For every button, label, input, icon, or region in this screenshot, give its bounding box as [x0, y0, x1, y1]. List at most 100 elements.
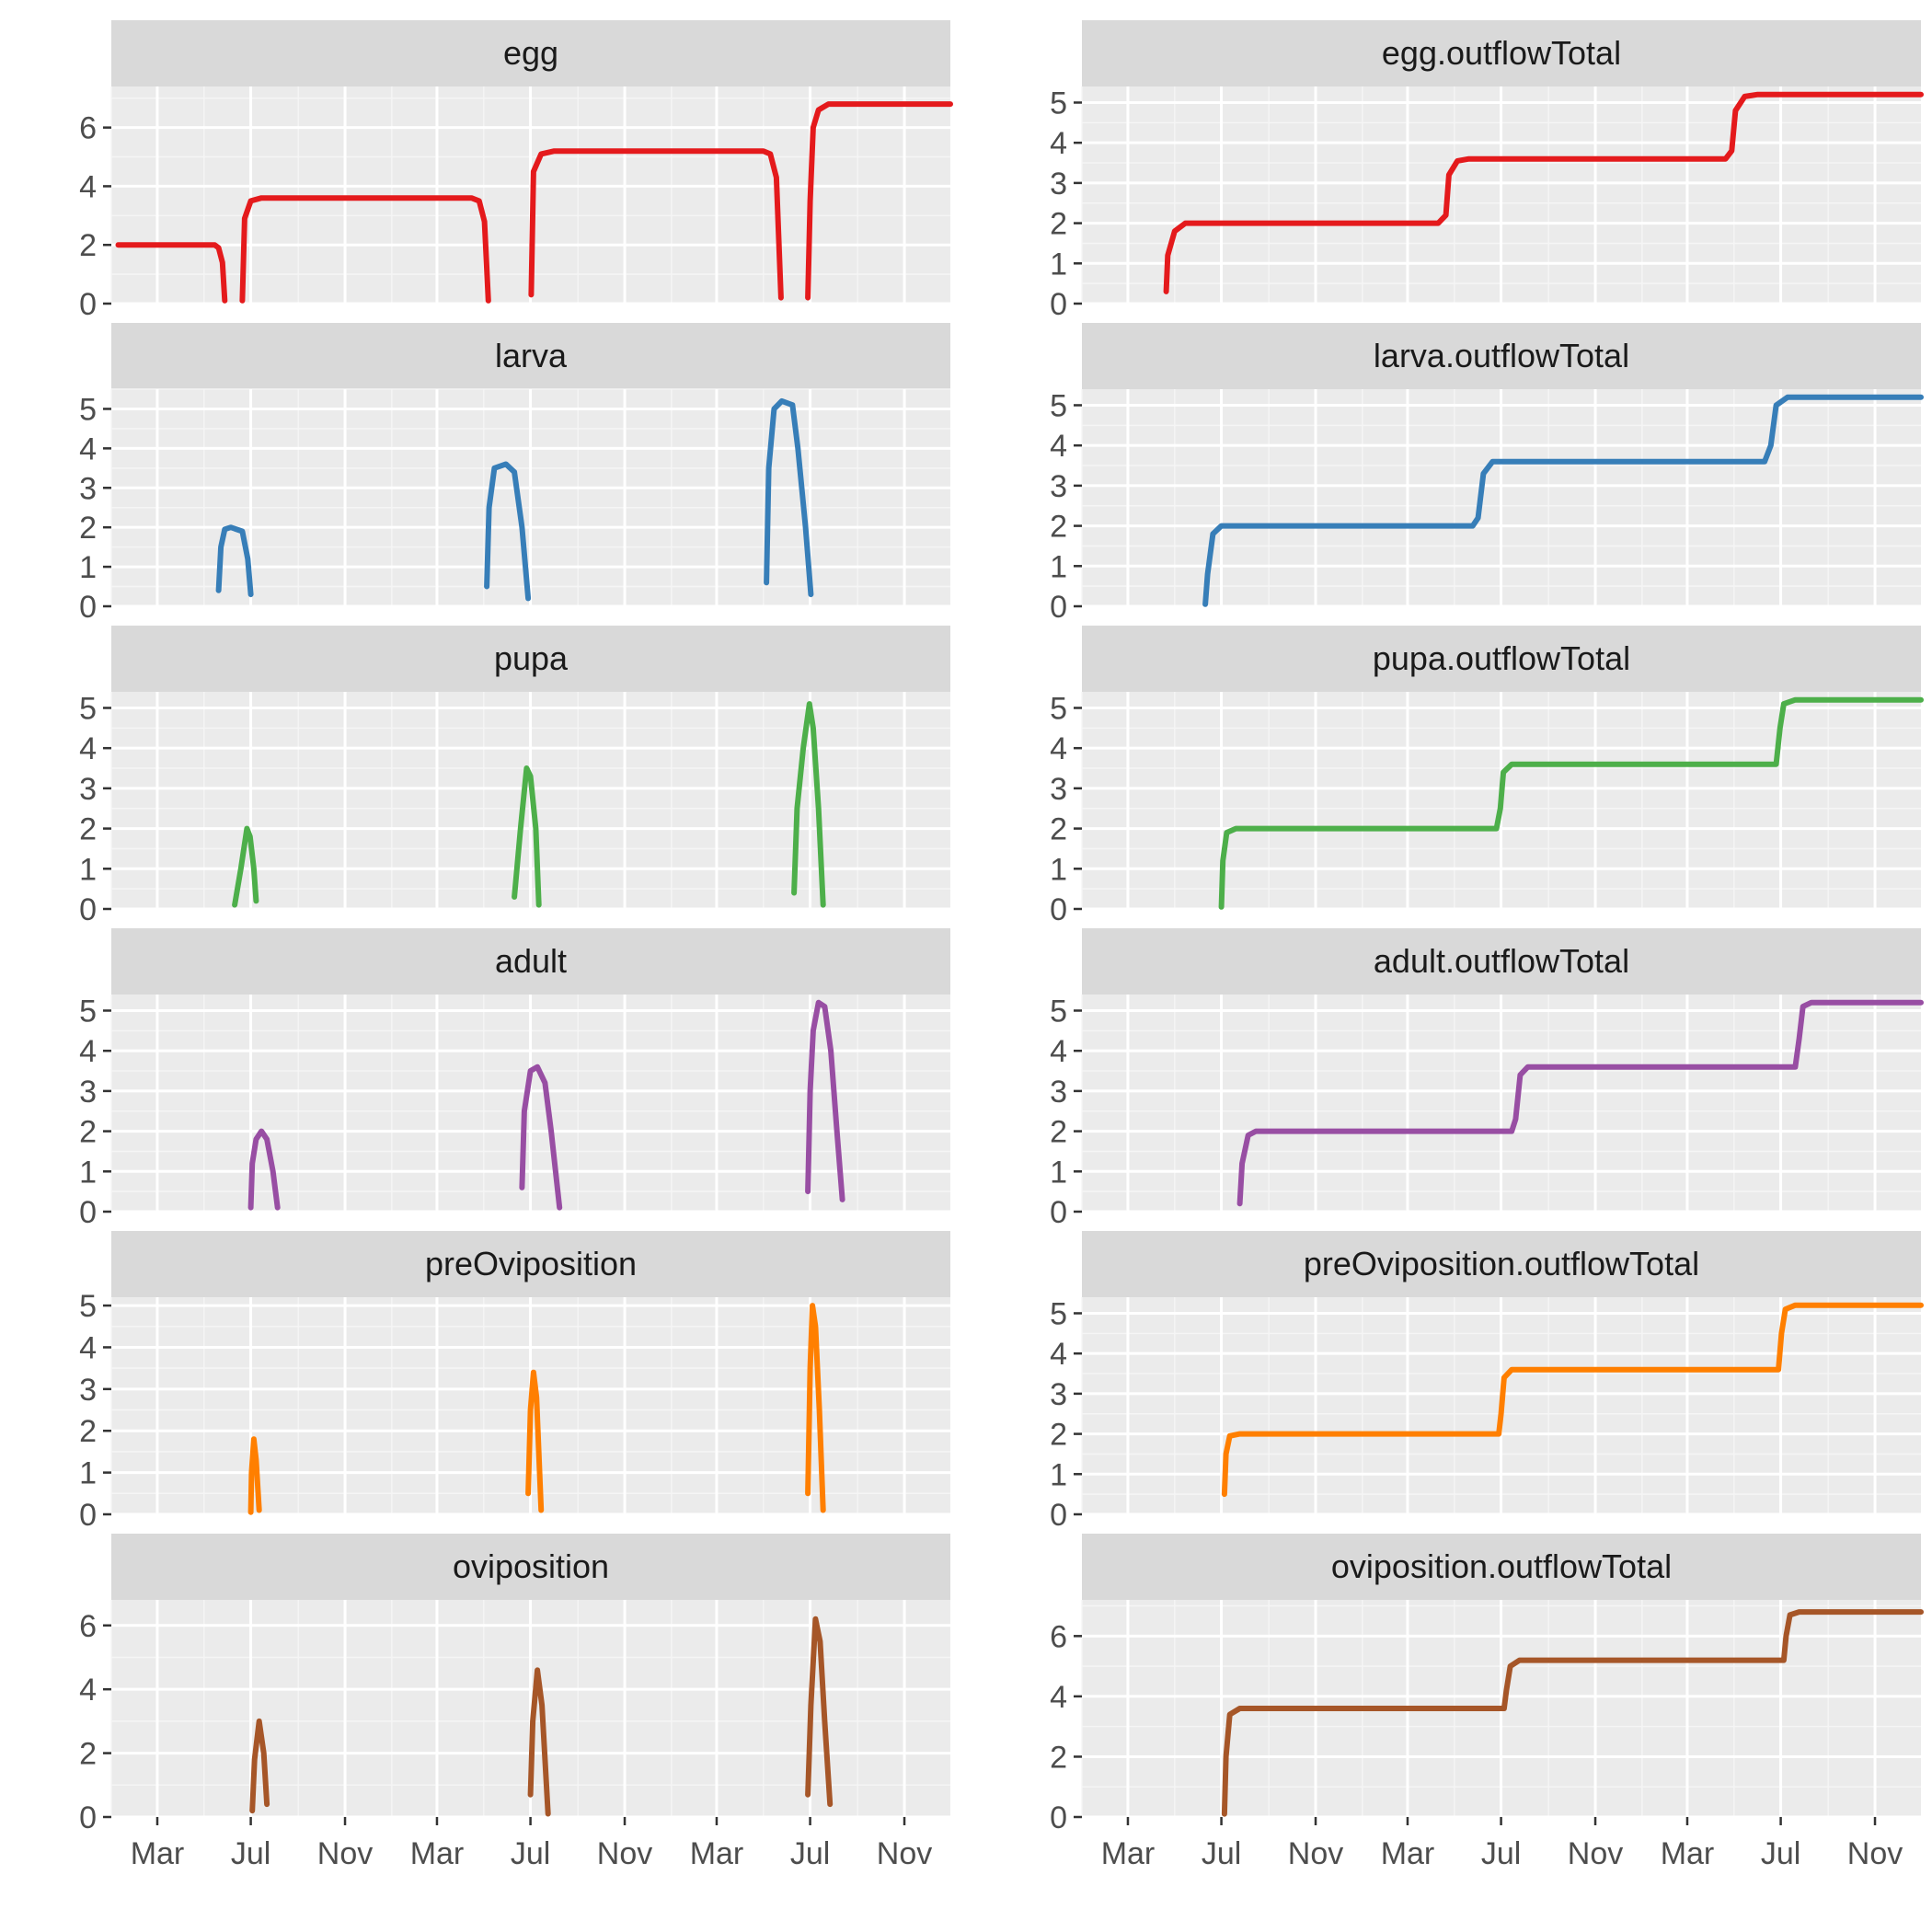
y-tick-label: 0 [79, 590, 97, 625]
x-tick-label: Nov [1568, 1836, 1623, 1871]
y-tick-label: 5 [79, 1289, 97, 1324]
facet-panel: adult 0 1 2 3 4 5 [79, 928, 950, 1230]
y-tick-label: 5 [79, 994, 97, 1029]
y-tick-label: 4 [1050, 1680, 1067, 1715]
x-tick-label: Nov [1847, 1836, 1903, 1871]
facet-panel: pupa.outflowTotal 0 1 2 3 4 5 [1050, 626, 1924, 927]
facet-strip [111, 1231, 950, 1297]
facet-strip [1082, 20, 1921, 86]
y-tick-label: 4 [79, 431, 97, 466]
series-line [484, 461, 532, 602]
series-line [1221, 1302, 1924, 1498]
y-tick-label: 5 [1050, 388, 1067, 423]
series-line [247, 1128, 281, 1211]
x-tick-label: Nov [877, 1836, 932, 1871]
y-tick-label: 2 [79, 511, 97, 546]
y-tick-label: 3 [1050, 772, 1067, 807]
y-tick-label: 2 [79, 812, 97, 847]
x-tick-label: Nov [1288, 1836, 1343, 1871]
y-tick-label: 3 [79, 471, 97, 506]
x-tick-label: Mar [1381, 1836, 1435, 1871]
y-tick-label: 0 [1050, 287, 1067, 322]
y-tick-label: 1 [79, 550, 97, 585]
series-line [791, 701, 826, 908]
y-tick-label: 6 [1050, 1619, 1067, 1654]
y-tick-label: 4 [1050, 731, 1067, 766]
facet-strip [111, 323, 950, 389]
y-tick-label: 1 [79, 1155, 97, 1190]
y-tick-label: 0 [79, 287, 97, 322]
facet-panel: oviposition 0 2 4 6 Mar Jul Nov Mar Jul Nov Mar Jul N… [79, 1534, 950, 1871]
x-tick-label: Mar [1101, 1836, 1156, 1871]
series-line [232, 825, 259, 908]
series-line [525, 1369, 545, 1513]
facet-title: preOviposition [425, 1245, 637, 1282]
y-tick-label: 2 [1050, 1740, 1067, 1775]
facet-title: larva.outflowTotal [1374, 337, 1629, 374]
series-line [805, 1616, 834, 1808]
facet-panel: pupa 0 1 2 3 4 5 [79, 626, 950, 927]
y-tick-label: 2 [1050, 1418, 1067, 1453]
series-line [249, 1718, 270, 1814]
facet-title: preOviposition.outflowTotal [1304, 1245, 1699, 1282]
x-tick-label: Jul [1202, 1836, 1241, 1871]
y-tick-label: 0 [79, 1195, 97, 1230]
x-tick-label: Mar [410, 1836, 465, 1871]
x-tick-label: Mar [690, 1836, 744, 1871]
x-tick-label: Jul [511, 1836, 550, 1871]
series-line [1202, 394, 1924, 607]
facet-panel: larva.outflowTotal 0 1 2 3 4 5 [1050, 323, 1924, 625]
x-tick-label: Mar [1661, 1836, 1715, 1871]
facet-strip [111, 626, 950, 692]
y-tick-label: 5 [1050, 86, 1067, 121]
y-tick-label: 0 [1050, 1195, 1067, 1230]
y-tick-label: 3 [79, 1075, 97, 1110]
facet-strip [1082, 1534, 1921, 1600]
facet-title: adult [495, 942, 567, 980]
y-tick-label: 6 [79, 1609, 97, 1644]
series-line [247, 1436, 262, 1515]
x-tick-label: Nov [597, 1836, 652, 1871]
facet-panel: larva 0 1 2 3 4 5 [79, 323, 950, 625]
y-tick-label: 5 [79, 392, 97, 427]
y-tick-label: 2 [79, 228, 97, 263]
y-tick-label: 2 [79, 1414, 97, 1449]
facet-panel: egg 0 2 4 6 [79, 20, 953, 322]
facet-panel: preOviposition.outflowTotal 0 1 2 3 4 5 [1050, 1231, 1924, 1533]
facet-strip [111, 20, 950, 86]
series-line [805, 101, 953, 301]
y-tick-label: 5 [79, 691, 97, 726]
y-tick-label: 3 [1050, 469, 1067, 504]
y-tick-label: 0 [79, 892, 97, 927]
y-tick-label: 4 [1050, 1337, 1067, 1372]
series-line [215, 524, 254, 598]
series-line [527, 1667, 551, 1817]
facet-title: pupa [494, 639, 569, 677]
y-tick-label: 4 [79, 1673, 97, 1708]
y-tick-label: 4 [79, 731, 97, 766]
series-line [512, 765, 542, 908]
y-tick-label: 2 [1050, 510, 1067, 545]
y-tick-label: 1 [1050, 549, 1067, 584]
series-line [115, 242, 228, 304]
y-tick-label: 4 [79, 1330, 97, 1365]
x-tick-label: Jul [1481, 1836, 1521, 1871]
y-tick-label: 1 [1050, 1155, 1067, 1190]
facet-strip [1082, 626, 1921, 692]
y-tick-label: 1 [1050, 247, 1067, 282]
x-tick-label: Jul [1761, 1836, 1800, 1871]
y-tick-label: 3 [1050, 1075, 1067, 1110]
y-tick-label: 1 [1050, 1457, 1067, 1492]
y-tick-label: 4 [1050, 1034, 1067, 1069]
y-tick-label: 5 [1050, 1296, 1067, 1331]
y-tick-label: 4 [79, 169, 97, 204]
series-line [805, 999, 845, 1202]
facet-strip [1082, 928, 1921, 995]
x-tick-label: Nov [317, 1836, 373, 1871]
x-tick-label: Mar [131, 1836, 185, 1871]
facet-title: egg.outflowTotal [1382, 34, 1621, 72]
series-line [519, 1064, 563, 1211]
x-tick-label: Jul [790, 1836, 830, 1871]
facet-title: pupa.outflowTotal [1373, 639, 1630, 677]
series-line [528, 148, 784, 301]
